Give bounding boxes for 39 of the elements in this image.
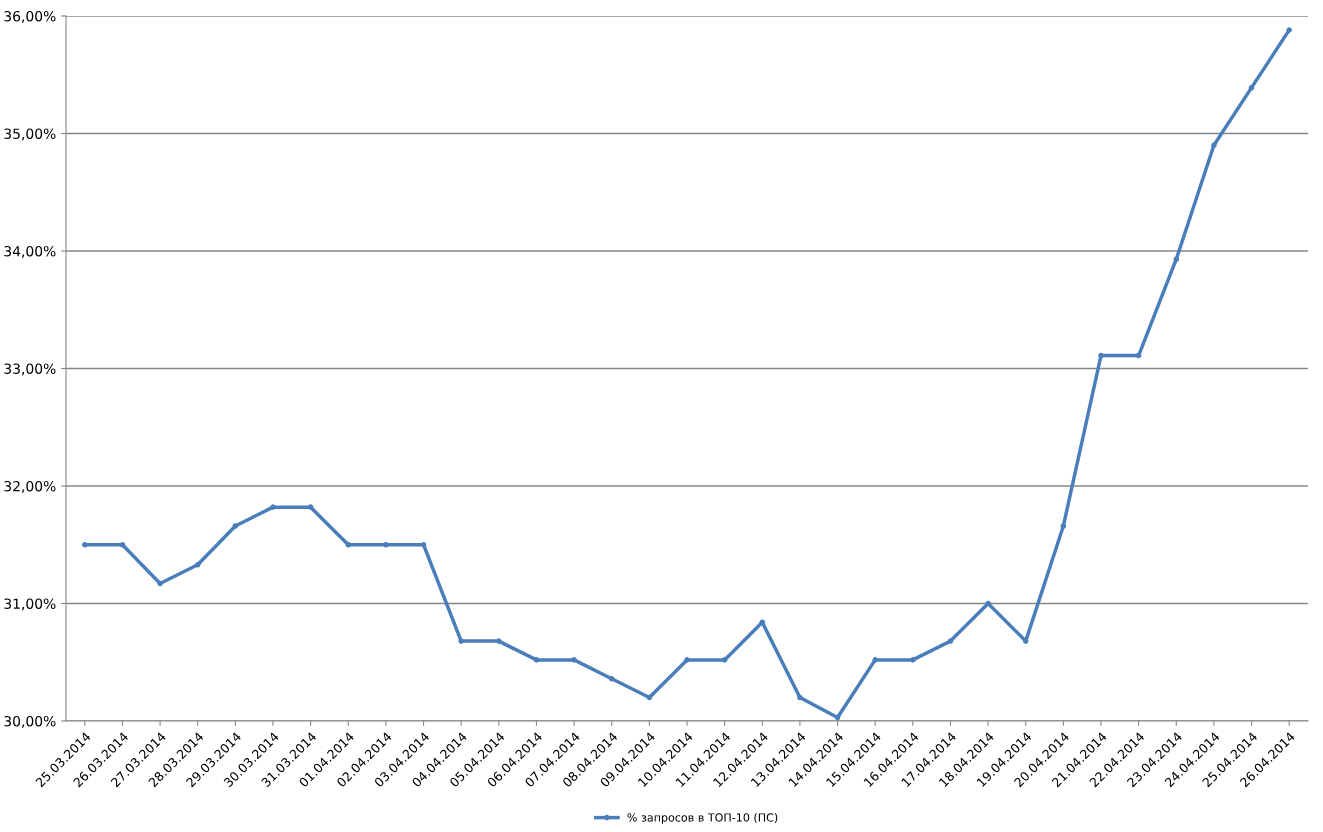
point xyxy=(345,541,352,548)
point xyxy=(646,694,653,701)
point xyxy=(1135,352,1142,359)
point xyxy=(797,694,803,701)
point xyxy=(1098,352,1104,359)
y-tick-label: 30,00% xyxy=(4,715,56,728)
point xyxy=(1173,256,1180,263)
point xyxy=(1211,142,1217,149)
y-tick-label: 36,00% xyxy=(4,10,56,23)
point xyxy=(1248,84,1255,91)
y-tick-label: 35,00% xyxy=(4,128,56,141)
y-tick-label: 31,00% xyxy=(4,598,56,611)
point xyxy=(420,541,427,548)
point xyxy=(1060,523,1067,529)
point xyxy=(684,657,690,663)
point xyxy=(119,541,126,548)
point xyxy=(872,657,878,663)
point xyxy=(721,657,728,663)
point xyxy=(157,580,163,587)
point xyxy=(910,657,916,663)
point xyxy=(232,523,239,529)
legend-label: % запросов в ТОП-10 (ПС) xyxy=(627,813,778,824)
point xyxy=(458,638,464,644)
point xyxy=(608,675,615,682)
point xyxy=(834,714,841,721)
point xyxy=(985,600,991,607)
point xyxy=(82,541,88,548)
point xyxy=(1286,27,1292,33)
point xyxy=(307,504,314,510)
point xyxy=(194,561,201,568)
y-tick-label: 32,00% xyxy=(4,480,56,493)
point xyxy=(947,638,954,644)
point xyxy=(533,657,540,663)
y-tick-label: 33,00% xyxy=(4,363,56,376)
point xyxy=(270,504,276,510)
point xyxy=(571,657,577,663)
point xyxy=(496,638,502,644)
point xyxy=(383,541,389,548)
y-tick-label: 34,00% xyxy=(4,245,56,258)
